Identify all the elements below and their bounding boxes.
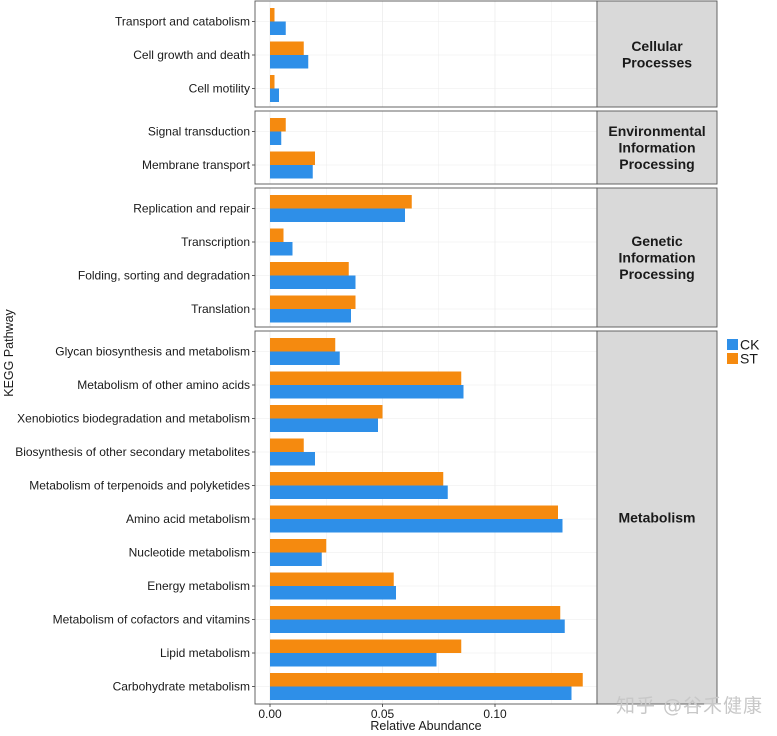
bar-st: [270, 118, 286, 132]
bar-ck: [270, 452, 315, 466]
facet-strip-label: Genetic: [631, 233, 683, 249]
bar-ck: [270, 385, 464, 399]
bar-st: [270, 262, 349, 276]
legend-swatch-st: [727, 353, 738, 364]
x-axis-title: Relative Abundance: [370, 719, 481, 733]
bar-st: [270, 438, 304, 452]
y-tick-label: Metabolism of other amino acids: [77, 378, 250, 392]
facet-strip-label: Metabolism: [618, 510, 695, 526]
facet-strip-label: Processing: [619, 156, 694, 172]
facet-strip-label: Environmental: [608, 123, 705, 139]
y-tick-label: Amino acid metabolism: [126, 512, 250, 526]
panel-1: Transport and catabolism Cell growth and …: [115, 0, 718, 108]
legend-label: ST: [740, 351, 758, 367]
y-tick-label: Glycan biosynthesis and metabolism: [55, 345, 250, 359]
bar-st: [270, 539, 327, 553]
bar-ck: [270, 418, 378, 432]
y-axis-title: KEGG Pathway: [2, 308, 16, 396]
bar-st: [270, 371, 462, 385]
bar-ck: [270, 653, 437, 667]
bar-ck: [270, 351, 340, 365]
y-tick-label: Membrane transport: [142, 158, 251, 172]
bar-ck: [270, 88, 279, 102]
bar-ck: [270, 131, 282, 145]
bar-st: [270, 606, 561, 620]
facet-strip-label: Cellular: [631, 38, 683, 54]
bar-ck: [270, 686, 572, 700]
bar-st: [270, 195, 412, 209]
bar-st: [270, 673, 583, 687]
panel-2: Signal transduction Membrane transport Env…: [142, 110, 718, 185]
legend-swatch-ck: [727, 339, 738, 350]
bar-ck: [270, 275, 356, 289]
bar-st: [270, 295, 356, 309]
bar-st: [270, 338, 336, 352]
facet-strip: [596, 187, 718, 328]
bar-ck: [270, 552, 322, 566]
y-tick-label: Metabolism of cofactors and vitamins: [53, 613, 250, 627]
bar-ck: [270, 586, 396, 600]
bar-st: [270, 505, 558, 519]
y-tick-label: Energy metabolism: [147, 579, 250, 593]
watermark: 知乎 @谷禾健康: [615, 695, 763, 717]
bar-ck: [270, 165, 313, 179]
y-tick-label: Metabolism of terpenoids and polyketides: [29, 479, 250, 493]
bar-st: [270, 472, 444, 486]
y-tick-label: Biosynthesis of other secondary metaboli…: [15, 445, 250, 459]
facet-strip-label: Information: [619, 250, 696, 266]
bar-ck: [270, 485, 448, 499]
bar-ck: [270, 208, 405, 222]
bar-st: [270, 151, 315, 165]
y-tick-label: Signal transduction: [148, 125, 250, 139]
bar-ck: [270, 619, 565, 633]
y-tick-label: Replication and repair: [133, 202, 250, 216]
x-tick-label: 0.10: [483, 707, 507, 721]
bar-ck: [270, 242, 293, 256]
facet-strip: [596, 110, 718, 185]
y-tick-label: Lipid metabolism: [160, 646, 250, 660]
panel-background: [255, 1, 597, 107]
bar-st: [270, 41, 304, 55]
y-tick-label: Transcription: [181, 235, 250, 249]
bar-ck: [270, 309, 351, 323]
panel-3: Replication and repair Transcription Foldi…: [78, 187, 718, 328]
bar-st: [270, 639, 462, 653]
y-tick-label: Transport and catabolism: [115, 15, 250, 29]
y-tick-label: Cell motility: [189, 82, 250, 96]
y-tick-label: Folding, sorting and degradation: [78, 269, 250, 283]
facet-strip-label: Processing: [619, 266, 694, 282]
bar-ck: [270, 519, 563, 533]
facet-strip-label: Information: [619, 140, 696, 156]
bar-st: [270, 75, 275, 89]
bar-st: [270, 572, 394, 586]
bar-st: [270, 8, 275, 22]
bar-st: [270, 228, 284, 242]
y-tick-label: Carbohydrate metabolism: [113, 680, 250, 694]
y-tick-label: Translation: [191, 302, 250, 316]
x-tick-label: 0.05: [371, 707, 395, 721]
y-tick-label: Cell growth and death: [133, 48, 250, 62]
x-axis: Relative Abundance 0.00 0.05 0.10: [258, 704, 507, 733]
bar-ck: [270, 55, 309, 69]
y-tick-label: Nucleotide metabolism: [129, 546, 250, 560]
facet-strip: [596, 330, 718, 705]
bar-st: [270, 405, 383, 419]
panels-layer: Transport and catabolism Cell growth and …: [15, 0, 718, 705]
legend-label: CK: [740, 337, 760, 353]
y-tick-label: Xenobiotics biodegradation and metabolis…: [17, 412, 250, 426]
panel-4: Glycan biosynthesis and metabolism Metabo…: [15, 330, 718, 705]
facet-strip-label: Processes: [622, 54, 692, 70]
bar-ck: [270, 21, 286, 35]
x-tick-label: 0.00: [258, 707, 282, 721]
facet-strip: [596, 0, 718, 108]
